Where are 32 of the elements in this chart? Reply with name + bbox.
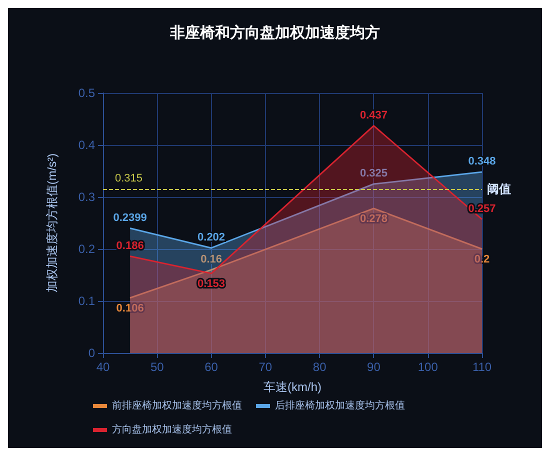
x-tick-label: 40 [96, 360, 110, 374]
y-tick-label: 0.3 [78, 190, 96, 204]
y-tick-label: 0.2 [78, 242, 96, 256]
y-tick-label: 0.1 [78, 294, 96, 308]
data-label: 0.106 [116, 302, 144, 314]
annotation: 0.315 [115, 172, 143, 185]
x-tick-label: 90 [367, 360, 381, 374]
x-tick-label: 70 [258, 360, 272, 374]
data-label: 0.186 [116, 240, 144, 252]
x-tick-label: 100 [418, 360, 438, 374]
chart-title: 非座椅和方向盘加权加速度均方 [169, 24, 380, 42]
y-tick-label: 0 [88, 346, 96, 360]
x-tick-label: 110 [472, 360, 492, 374]
data-label: 0.437 [360, 109, 388, 122]
data-label: 0.325 [360, 168, 388, 180]
x-tick-label: 60 [204, 360, 218, 374]
legend-label: 后排座椅加权加速度均方根值 [275, 400, 405, 412]
x-tick-label: 80 [312, 360, 327, 374]
data-label: 0.202 [198, 231, 226, 244]
y-tick-label: 0.4 [78, 138, 96, 152]
data-label: 0.278 [360, 212, 388, 225]
data-label: 0.2399 [113, 212, 147, 224]
y-axis-title: 加权加速度均方根值(m/s²) [45, 153, 59, 293]
x-tick-label: 50 [150, 360, 164, 374]
ref-line-label: 阈值 [487, 182, 511, 196]
legend-label: 方向盘加权加速度均方根值 [112, 424, 232, 436]
x-axis-title: 车速(km/h) [264, 380, 322, 394]
data-label: 0.16 [200, 253, 222, 266]
y-tick-label: 0.5 [78, 86, 96, 100]
legend-label: 前排座椅加权加速度均方根值 [112, 400, 242, 412]
data-label: 0.153 [198, 278, 226, 290]
data-label: 0.348 [468, 156, 496, 168]
